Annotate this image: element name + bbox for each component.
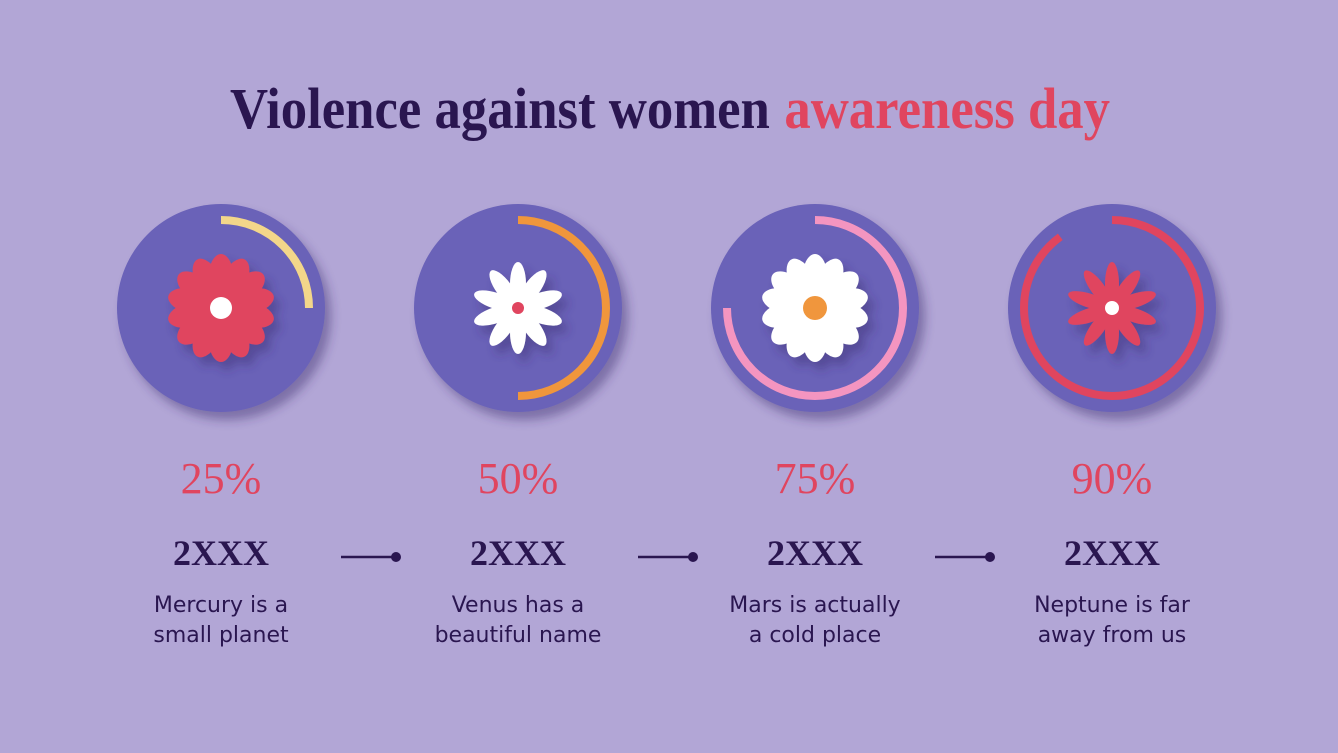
petal xyxy=(1083,270,1113,307)
petal xyxy=(1113,291,1156,311)
description: beautiful name xyxy=(435,623,602,648)
petal xyxy=(1068,305,1111,325)
connector-dot xyxy=(688,552,698,562)
petal xyxy=(474,290,517,311)
title: Violence against womenawareness day xyxy=(230,76,1110,141)
progress-arc xyxy=(517,216,610,400)
petal xyxy=(489,270,519,307)
petal xyxy=(517,309,547,346)
description: Neptune is far xyxy=(1034,593,1191,618)
flower xyxy=(1068,262,1156,354)
petal xyxy=(192,258,226,307)
petal xyxy=(1113,305,1156,325)
petal xyxy=(786,258,820,307)
year: 2XXX xyxy=(173,533,269,573)
progress-arc xyxy=(723,216,907,400)
connector-dot xyxy=(985,552,995,562)
description: Mercury is a xyxy=(154,593,288,618)
year: 2XXX xyxy=(470,533,566,573)
description: away from us xyxy=(1038,623,1187,648)
description: Mars is actually xyxy=(729,593,900,618)
flower-center xyxy=(512,302,524,314)
year: 2XXX xyxy=(1064,533,1160,573)
flower xyxy=(762,254,868,362)
description: a cold place xyxy=(749,623,881,648)
flower-center xyxy=(803,296,827,320)
connector-dot xyxy=(391,552,401,562)
petal xyxy=(1083,309,1113,346)
percent-label: 75% xyxy=(775,454,856,503)
percent-label: 25% xyxy=(181,454,262,503)
percent-label: 90% xyxy=(1072,454,1153,503)
petal xyxy=(517,270,547,307)
year: 2XXX xyxy=(767,533,863,573)
description: Venus has a xyxy=(452,593,585,618)
flower xyxy=(474,262,562,354)
petal xyxy=(1111,270,1141,307)
title-main: Violence against women xyxy=(230,76,770,141)
petal xyxy=(1111,309,1141,346)
percent-label: 50% xyxy=(478,454,559,503)
description: small planet xyxy=(153,623,289,648)
flower-center xyxy=(210,297,232,319)
progress-arc xyxy=(1020,216,1204,400)
petal xyxy=(519,305,562,326)
title-highlight: awareness day xyxy=(784,76,1110,141)
progress-arc xyxy=(220,216,313,309)
flower xyxy=(168,254,274,362)
petal xyxy=(1068,291,1111,311)
flower-center xyxy=(1105,301,1119,315)
petal xyxy=(489,309,519,346)
